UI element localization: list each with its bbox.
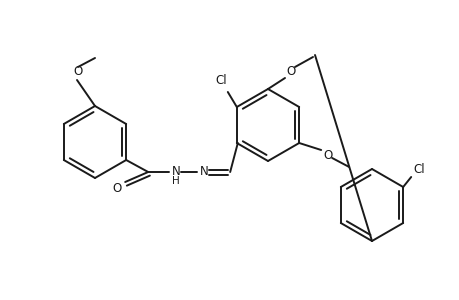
Text: N: N <box>171 164 180 178</box>
Text: O: O <box>286 64 295 77</box>
Text: N: N <box>199 164 208 178</box>
Text: O: O <box>112 182 122 194</box>
Text: Cl: Cl <box>413 163 424 176</box>
Text: O: O <box>323 148 332 161</box>
Text: O: O <box>73 64 83 77</box>
Text: H: H <box>172 176 179 186</box>
Text: Cl: Cl <box>214 74 226 86</box>
